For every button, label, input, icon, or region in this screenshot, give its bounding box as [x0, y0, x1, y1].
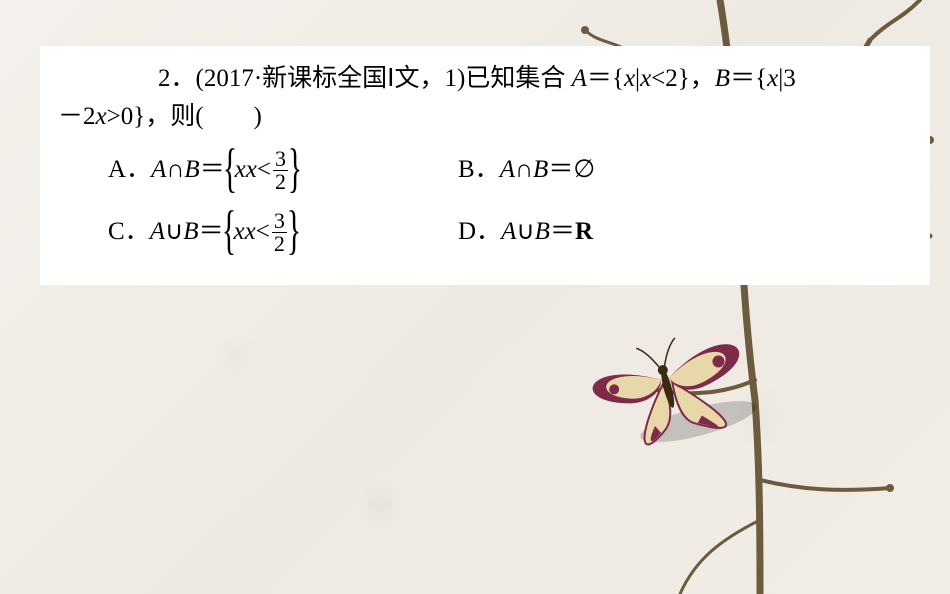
options-block: A． A∩B＝{xx<32} B． A∩B＝∅ C． A∪B＝{xx<32} D…: [58, 141, 912, 261]
question-number: 2．: [158, 65, 196, 92]
option-A: A． A∩B＝{xx<32}: [58, 148, 300, 193]
question-stem: 2．(2017·新课标全国Ⅰ文，1)已知集合 A＝{x|x<2}，B＝{x|3 …: [58, 60, 912, 135]
option-C: C． A∪B＝{xx<32}: [58, 210, 299, 255]
option-D: D． A∪B＝R: [458, 213, 593, 251]
option-B: B． A∩B＝∅: [458, 151, 595, 189]
question-card: 2．(2017·新课标全国Ⅰ文，1)已知集合 A＝{x|x<2}，B＝{x|3 …: [40, 46, 930, 285]
